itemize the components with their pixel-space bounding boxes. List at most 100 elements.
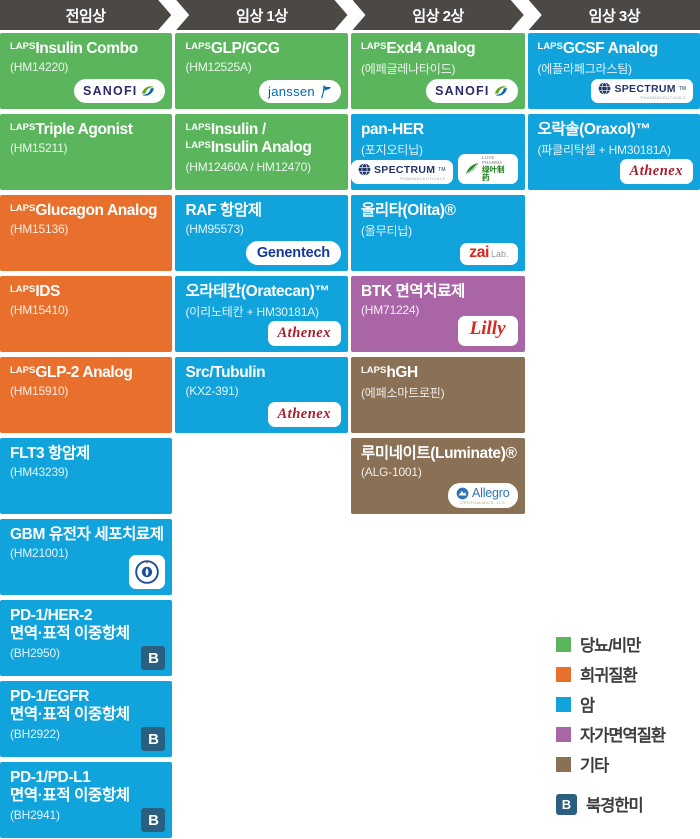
pipeline-cell: LAPSGlucagon Analog (HM15136) bbox=[0, 195, 173, 271]
drug-title: FLT3 항암제 bbox=[10, 445, 90, 462]
drug-title: RAF 항암제 bbox=[185, 202, 262, 219]
phase-1: 임상 1상 bbox=[176, 0, 347, 30]
luye-pharma-logo: LUYE PHARMA 绿叶制药 bbox=[457, 153, 518, 184]
brown-swatch bbox=[556, 756, 571, 772]
logo-row: SANOFI bbox=[426, 79, 518, 103]
logo-row: Athenex bbox=[619, 159, 693, 184]
pipeline-cell: LAPSGCSF Analog (에플라페그라스팀) SPECTRUM TM PHARM… bbox=[527, 33, 700, 109]
laps-prefix: LAPS bbox=[10, 284, 36, 295]
pipeline-cell: LAPSExd4 Analog (에페글레나타이드) SANOFI bbox=[350, 33, 525, 109]
spectrum-globe-icon bbox=[358, 163, 371, 176]
logo-row: Athenex bbox=[267, 402, 341, 427]
athenex-logo: Athenex bbox=[267, 321, 341, 346]
laps-prefix: LAPS bbox=[185, 41, 211, 52]
drug-code: (에페글레나타이드) bbox=[360, 62, 456, 77]
pipeline-column-1: LAPSInsulin Combo (HM14220) SANOFI LAPSTrip… bbox=[0, 33, 173, 838]
laps-prefix: LAPS bbox=[185, 122, 211, 133]
logo-row: SANOFI bbox=[74, 79, 166, 103]
allegro-circle-icon bbox=[456, 487, 469, 499]
pipeline-cell: FLT3 항암제 (HM43239) bbox=[0, 438, 173, 514]
spectrum-logo: SPECTRUM TM PHARMACEUTICALS bbox=[350, 160, 453, 184]
pipeline-cell: Src/Tubulin (KX2-391) Athenex bbox=[175, 357, 348, 433]
drug-title: Src/Tubulin bbox=[185, 364, 266, 381]
athenex-logo: Athenex bbox=[619, 159, 693, 184]
logo-row: zai Lab. bbox=[460, 243, 518, 265]
drug-title: LAPSGCSF Analog bbox=[537, 40, 659, 57]
laps-prefix: LAPS bbox=[537, 41, 563, 52]
spectrum-logo: SPECTRUM TM PHARMACEUTICALS bbox=[591, 79, 693, 103]
beijing-hanmi-badge: B bbox=[556, 793, 577, 815]
drug-title: LAPSIDS bbox=[10, 283, 60, 300]
drug-code: (파클리탁셀 + HM30181A) bbox=[537, 143, 672, 158]
zai-lab-logo: zai Lab. bbox=[460, 243, 518, 265]
drug-title: 올리타(Olita)® bbox=[360, 202, 456, 219]
green-swatch bbox=[556, 636, 571, 652]
drug-title: 오락솔(Oraxol)™ bbox=[537, 121, 651, 138]
pipeline-cell: RAF 항암제 (HM95573) Genentech bbox=[175, 195, 348, 271]
sanofi-logo: SANOFI bbox=[426, 79, 518, 103]
janssen-flag-icon bbox=[321, 85, 331, 99]
pipeline-cell: LAPSInsulin Combo (HM14220) SANOFI bbox=[0, 33, 173, 109]
drug-code: (HM15211) bbox=[10, 141, 68, 156]
drug-title: GBM 유전자 세포치료제 bbox=[10, 526, 164, 543]
pipeline-cell: 루미네이트(Luminate)® (ALG-1001) Allegro OPHTHAL… bbox=[350, 438, 525, 514]
pipeline-cell: LAPSInsulin / LAPSInsulin Analog (HM12460A… bbox=[175, 114, 348, 190]
drug-code: (HM95573) bbox=[185, 222, 244, 237]
pipeline-cell: 오락솔(Oraxol)™ (파클리탁셀 + HM30181A) Athenex bbox=[527, 114, 700, 190]
logo-row: Lilly bbox=[457, 316, 518, 346]
university-seal-icon bbox=[135, 560, 160, 584]
drug-title: LAPSTriple Agonist bbox=[10, 121, 133, 138]
drug-code: (BH2950) bbox=[10, 645, 60, 660]
drug-code: (HM15910) bbox=[10, 384, 69, 399]
genentech-logo: Genentech bbox=[245, 241, 341, 265]
phase-preclinical: 전임상 bbox=[0, 0, 171, 30]
university-seal-logo bbox=[129, 555, 166, 589]
laps-prefix: LAPS bbox=[360, 41, 387, 52]
pipeline-cell: PD-1/PD-L1 면역·표적 이중항체 (BH2941) B bbox=[0, 762, 173, 838]
sanofi-swoosh-icon bbox=[494, 86, 507, 96]
drug-title: PD-1/HER-2 면역·표적 이중항체 bbox=[10, 607, 130, 643]
beijing-hanmi-badge: B bbox=[141, 808, 166, 832]
logo-row: Athenex bbox=[267, 321, 341, 346]
pipeline-cell: LAPSTriple Agonist (HM15211) bbox=[0, 114, 173, 190]
pipeline-cell: pan-HER (포지오티닙) SPECTRUM TM PHARMACEUTICALS L… bbox=[350, 114, 525, 190]
drug-code: (HM14220) bbox=[10, 60, 69, 75]
laps-prefix: LAPS bbox=[360, 365, 387, 376]
drug-title: BTK 면역치료제 bbox=[360, 283, 465, 300]
blue-swatch bbox=[556, 696, 571, 712]
pipeline-cell: 오라테칸(Oratecan)™ (이리노테칸 + HM30181A) Athenex bbox=[175, 276, 348, 352]
legend-item-cancer: 암 bbox=[556, 689, 665, 719]
legend-item-rare-disease: 희귀질환 bbox=[556, 659, 665, 689]
drug-title: LAPSExd4 Analog bbox=[360, 40, 476, 57]
pipeline-cell: GBM 유전자 세포치료제 (HM21001) bbox=[0, 519, 173, 595]
legend: 당뇨/비만 희귀질환 암 자가면역질환 기타 B 북경한미 bbox=[556, 629, 666, 819]
phase-2: 임상 2상 bbox=[353, 0, 524, 30]
legend-item-autoimmune: 자가면역질환 bbox=[556, 719, 666, 749]
beijing-hanmi-badge: B bbox=[141, 646, 166, 670]
pipeline-cell: LAPSGLP/GCG (HM12525A) janssen bbox=[175, 33, 348, 109]
drug-title: LAPSInsulin / LAPSInsulin Analog bbox=[185, 121, 312, 157]
sanofi-swoosh-icon bbox=[142, 86, 155, 96]
laps-prefix: LAPS bbox=[185, 140, 211, 152]
drug-code: (포지오티닙) bbox=[360, 143, 423, 158]
pipeline-column-2: LAPSGLP/GCG (HM12525A) janssen LAPSInsulin … bbox=[175, 33, 348, 838]
pipeline-cell: LAPSGLP-2 Analog (HM15910) bbox=[0, 357, 173, 433]
phase-header: 전임상 임상 1상 임상 2상 임상 3상 bbox=[0, 0, 700, 30]
drug-title: 오라테칸(Oratecan)™ bbox=[185, 283, 330, 300]
logo-row: B bbox=[141, 727, 166, 751]
drug-code: (에플라페그라스팀) bbox=[537, 62, 633, 77]
laps-prefix: LAPS bbox=[10, 41, 36, 52]
drug-code: (ALG-1001) bbox=[360, 465, 422, 480]
legend-item-beijing-hanmi: B 북경한미 bbox=[556, 789, 665, 819]
logo-row: SPECTRUM TM PHARMACEUTICALS LUYE PHARMA 绿叶制药 bbox=[350, 153, 518, 184]
drug-title: 루미네이트(Luminate)® bbox=[360, 445, 517, 462]
pipeline-cell: PD-1/EGFR 면역·표적 이중항체 (BH2922) B bbox=[0, 681, 173, 757]
logo-row: SPECTRUM TM PHARMACEUTICALS bbox=[591, 79, 693, 103]
drug-code: (BH2922) bbox=[10, 726, 60, 741]
purple-swatch bbox=[556, 726, 571, 742]
beijing-hanmi-badge: B bbox=[141, 727, 166, 751]
sanofi-logo: SANOFI bbox=[74, 79, 166, 103]
allegro-logo: Allegro OPHTHALMICS, LLC bbox=[448, 483, 518, 508]
logo-row: B bbox=[141, 646, 166, 670]
logo-row: B bbox=[141, 808, 166, 832]
